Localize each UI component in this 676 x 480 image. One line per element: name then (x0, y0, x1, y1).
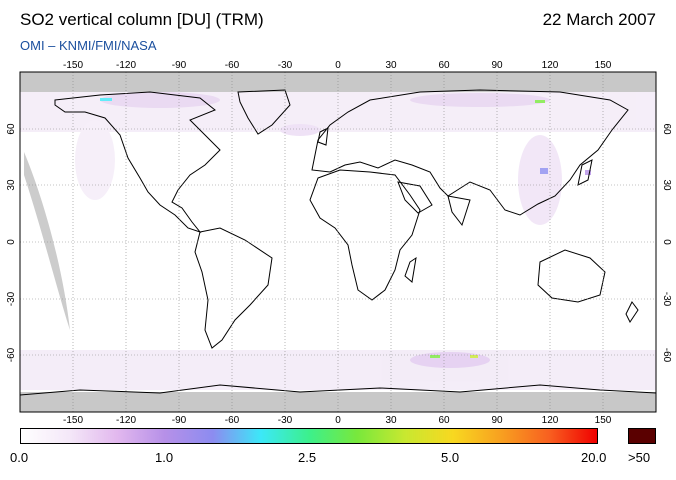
map-frame (19, 71, 657, 413)
lon-tick-label: -150 (63, 60, 83, 71)
lon-tick-label: -150 (63, 415, 83, 426)
coastlines (20, 89, 656, 396)
colorbar-overflow-label: >50 (628, 450, 651, 465)
lat-tick-label: -60 (661, 348, 672, 363)
lon-tick-label: 30 (385, 60, 397, 71)
lon-tick-label: 0 (335, 60, 341, 71)
lon-tick-label: 0 (335, 415, 341, 426)
lon-tick-label: -120 (116, 415, 136, 426)
lat-tick-label: 60 (661, 123, 672, 135)
lon-tick-label: 150 (595, 60, 612, 71)
colorbar-label: 1.0 (155, 450, 174, 465)
lon-tick-label: -60 (225, 415, 240, 426)
colorbar-label: 20.0 (581, 450, 607, 465)
lon-tick-label: -30 (278, 60, 293, 71)
colorbar-label: 2.5 (298, 450, 317, 465)
colorbar-label: 5.0 (441, 450, 460, 465)
lat-tick-label: 30 (6, 179, 17, 191)
lat-tick-label: 0 (6, 239, 17, 245)
map-title: SO2 vertical column [DU] (TRM) (20, 10, 264, 29)
lon-tick-label: 90 (491, 415, 503, 426)
lat-tick-label: 30 (661, 179, 672, 191)
lat-ticks-right: 60 30 0 -30 -60 (661, 123, 672, 362)
lat-tick-label: -30 (661, 292, 672, 307)
lat-tick-label: 0 (661, 239, 672, 245)
lon-tick-label: -90 (172, 415, 187, 426)
colorbar-label: 0.0 (10, 450, 29, 465)
lat-tick-label: -60 (6, 347, 17, 362)
colorbar-overflow (628, 428, 656, 444)
graticule (20, 72, 656, 412)
orbit-gap (24, 152, 70, 330)
lat-ticks-left: 60 30 0 -30 -60 (6, 123, 17, 362)
colorbar (20, 428, 598, 444)
map-date: 22 March 2007 (542, 10, 656, 29)
lon-tick-label: 60 (438, 415, 450, 426)
lon-tick-label: 120 (542, 60, 559, 71)
lon-tick-label: -120 (116, 60, 136, 71)
lon-tick-label: -90 (172, 60, 187, 71)
lon-ticks-top: -150 -120 -90 -60 -30 0 30 60 90 120 150 (63, 60, 612, 71)
lon-tick-label: -30 (278, 415, 293, 426)
lon-tick-label: 60 (438, 60, 450, 71)
lon-tick-label: 90 (491, 60, 503, 71)
data-credit: OMI – KNMI/FMI/NASA (20, 38, 157, 53)
lon-tick-label: 120 (542, 415, 559, 426)
lon-tick-label: 150 (595, 415, 612, 426)
lat-tick-label: 60 (6, 123, 17, 135)
lat-tick-label: -30 (6, 291, 17, 306)
lon-tick-label: -60 (225, 60, 240, 71)
lon-ticks-bottom: -150 -120 -90 -60 -30 0 30 60 90 120 150 (63, 415, 612, 426)
lon-tick-label: 30 (385, 415, 397, 426)
